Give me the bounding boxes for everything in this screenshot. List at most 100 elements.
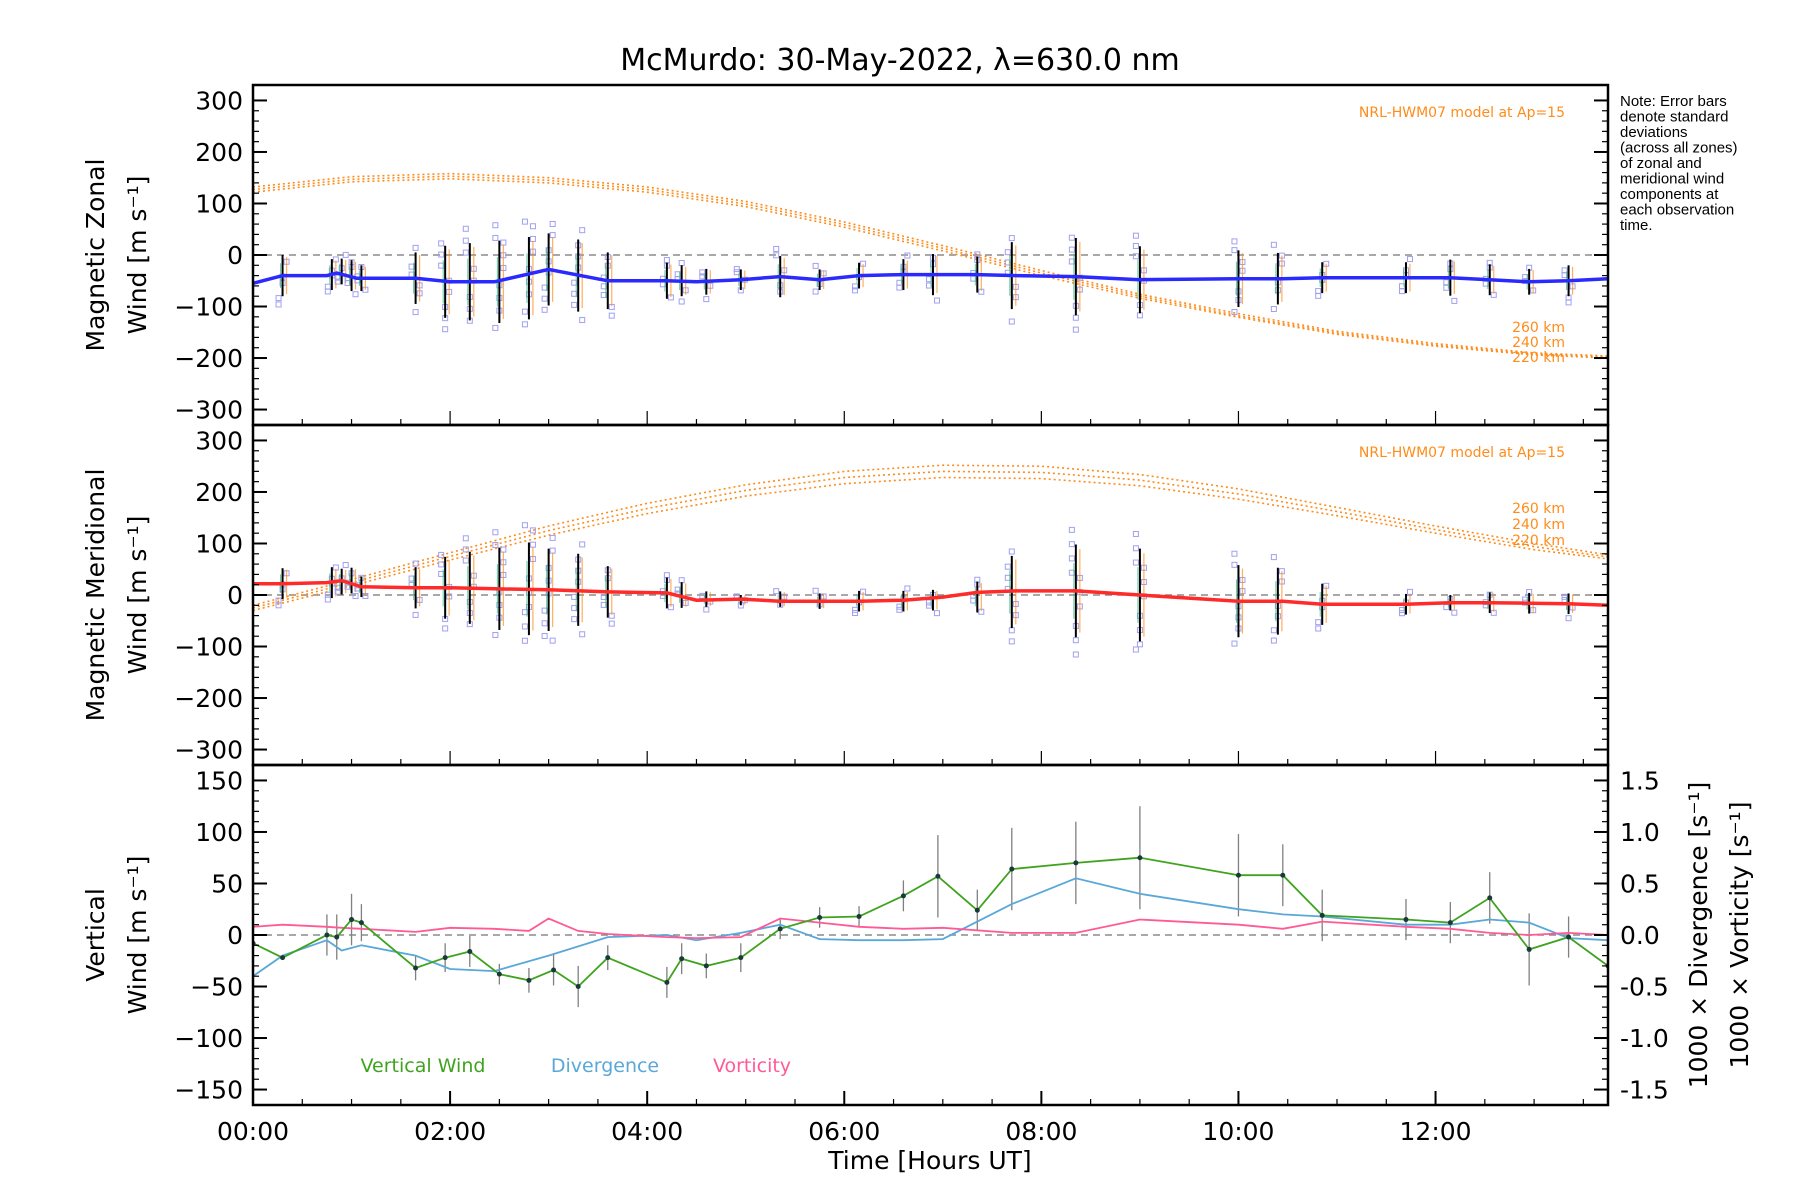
divergence-axis-label: 1000 × Divergence [s⁻¹] [1684,782,1713,1089]
y-tick-label: 200 [195,478,243,507]
zone-sample [1136,641,1143,648]
zone-sample [492,529,499,536]
note-line: of zonal and [1620,155,1702,172]
zone-sample [1004,249,1011,256]
vertical-wind-point [324,932,330,938]
zone-sample [1132,242,1139,249]
x-tick-label: 00:00 [217,1117,289,1146]
zone-sample [549,534,556,541]
plot-area [253,172,1608,359]
y-tick-label: −100 [174,633,243,662]
zone-sample [1132,232,1139,239]
model-height-label: 240 km [1512,335,1565,351]
vertical-wind-point [679,956,685,962]
zone-sample [529,527,536,534]
zone-sample [412,244,419,251]
y-axis-label-line1: Vertical [81,888,110,982]
model-label: NRL-HWM07 model at Ap=15 [1359,105,1565,121]
zone-sample [541,306,548,313]
y-axis-label-line2: Wind [m s⁻¹] [123,856,152,1015]
vertical-wind-point [526,977,532,983]
y-tick-label: −300 [174,736,243,765]
model-curve-260-km [253,172,1608,357]
zone-sample [812,288,819,295]
vertical-wind-point [1447,920,1453,926]
y-tick-label: −200 [174,344,243,373]
zone-sample [275,301,282,308]
vertical-wind-point [703,963,709,969]
vertical-wind-point [974,907,980,913]
zone-sample [896,606,903,613]
zone-sample [571,616,578,623]
zone-sample [324,288,331,295]
zone-sample [521,218,528,225]
zone-sample [733,266,740,273]
zone-sample [1072,314,1079,321]
zone-sample [492,631,499,638]
zone-sample [541,295,548,302]
zone-sample [1315,619,1322,626]
zone-sample [773,252,780,259]
zone-sample [521,308,528,315]
zone-sample [678,260,685,267]
vertical-wind-point [575,984,581,990]
zone-sample [342,562,349,569]
zone-sample [1004,563,1011,570]
zone-sample [521,522,528,529]
vertical-wind-point [1319,912,1325,918]
model-label: NRL-HWM07 model at Ap=15 [1359,445,1565,461]
zone-sample [549,232,556,239]
y2-tick-label: -0.5 [1620,973,1669,1002]
y-tick-label: 100 [195,189,243,218]
zone-sample [703,296,710,303]
vertical-wind-point [777,926,783,932]
zone-sample [1132,559,1139,566]
zone-sample [608,312,615,319]
zone-sample [703,606,710,613]
zone-sample [852,610,859,617]
y2-tick-label: -1.5 [1620,1076,1669,1105]
vertical-wind-point [496,971,502,977]
zone-sample [904,252,911,259]
note-line: components at [1620,186,1719,203]
zone-sample [1008,627,1015,634]
zone-sample [462,249,469,256]
zone-sample [1231,640,1238,647]
y-tick-label: 100 [195,529,243,558]
y2-tick-label: -1.0 [1620,1024,1669,1053]
zone-sample [442,625,449,632]
y-tick-label: 150 [195,766,243,795]
zone-sample [549,220,556,227]
y-tick-label: 100 [195,818,243,847]
zone-sample [1132,646,1139,653]
zone-sample [1231,561,1238,568]
zone-sample [1231,247,1238,254]
x-tick-label: 08:00 [1005,1117,1077,1146]
zone-sample [549,637,556,644]
zone-sample [500,239,507,246]
zone-sample [412,560,419,567]
zone-sample [275,597,282,604]
zone-sample [933,610,940,617]
y-tick-label: −200 [174,684,243,713]
legend-entry: Divergence [551,1055,659,1077]
chart-title: McMurdo: 30-May-2022, λ=630.0 nm [620,43,1179,78]
zone-sample [1072,651,1079,658]
model-height-label: 220 km [1512,533,1565,549]
zone-sample [541,620,548,627]
y2-tick-label: 1.0 [1620,818,1660,847]
zone-sample [492,222,499,229]
y2-tick-label: 1.5 [1620,766,1660,795]
zone-sample [1451,297,1458,304]
model-height-label: 260 km [1512,501,1565,517]
zone-sample [442,326,449,333]
zone-sample [1008,318,1015,325]
zone-sample [438,551,445,558]
vertical-wind-point [664,979,670,985]
vertical-wind-point [413,965,419,971]
zone-sample [1132,253,1139,260]
zone-sample [852,287,859,294]
x-tick-label: 12:00 [1400,1117,1472,1146]
zone-sample [1068,541,1075,548]
